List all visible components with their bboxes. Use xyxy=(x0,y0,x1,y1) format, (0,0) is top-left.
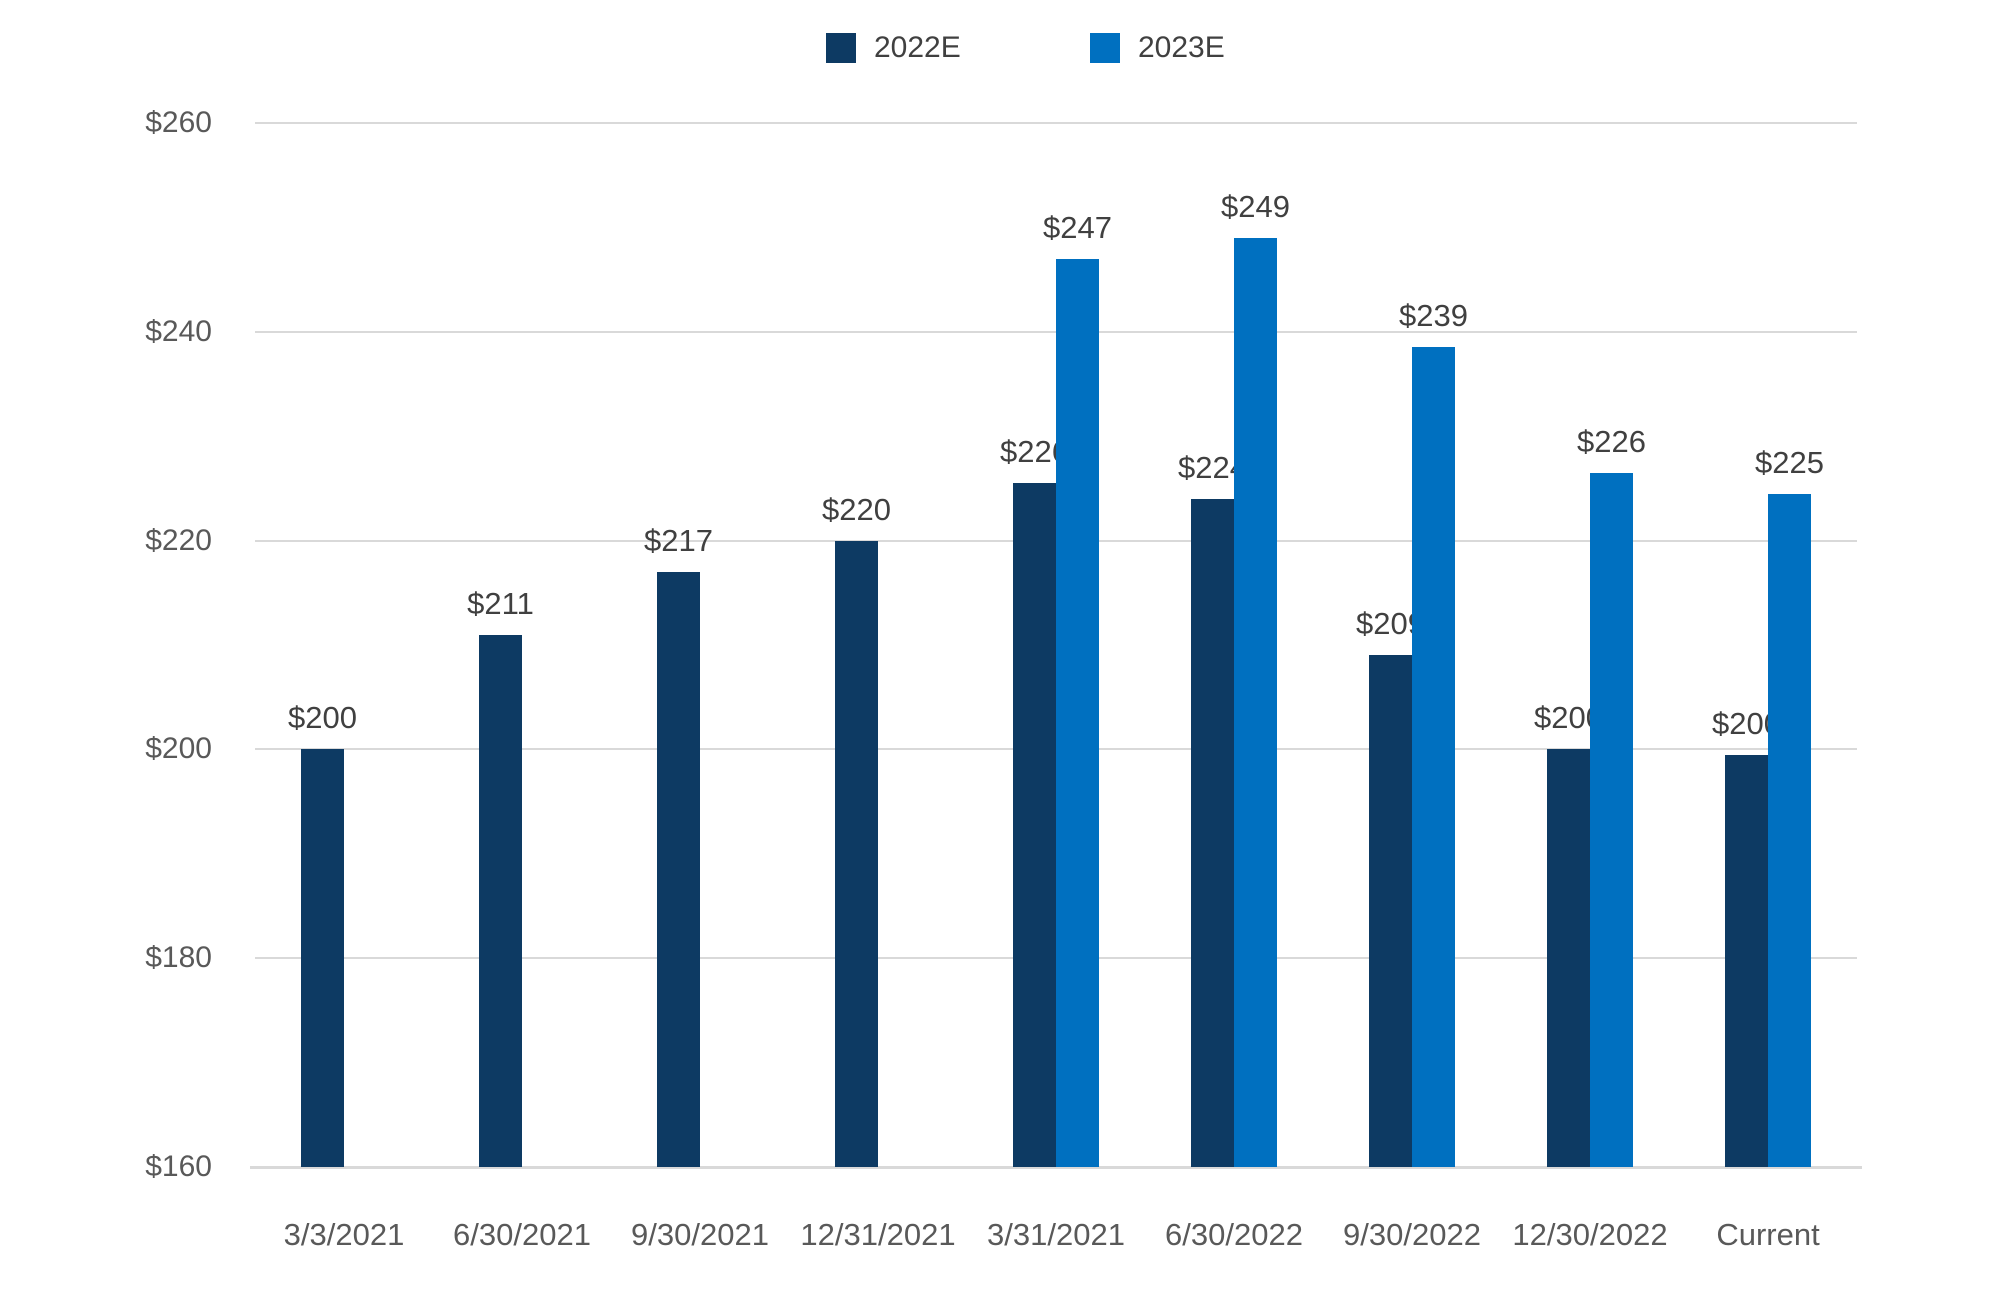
x-tick-label: 9/30/2021 xyxy=(631,1217,769,1252)
x-tick-label: 9/30/2022 xyxy=(1343,1217,1481,1252)
bar-2022e xyxy=(1191,498,1234,1167)
legend-swatch-2023e xyxy=(1090,33,1120,63)
bar-2022e xyxy=(835,540,878,1167)
bar-2022e xyxy=(301,749,344,1167)
bar-2022e xyxy=(1547,749,1590,1167)
bar-2022e xyxy=(479,634,522,1167)
x-tick-label: 3/3/2021 xyxy=(283,1217,405,1252)
legend-label-2022e: 2022E xyxy=(874,31,961,64)
bar-2022e xyxy=(1369,655,1412,1167)
y-tick-label: $180 xyxy=(145,941,212,975)
x-tick-label: 6/30/2022 xyxy=(1165,1217,1303,1252)
bar-2022e xyxy=(657,571,700,1167)
y-grid-line xyxy=(255,122,1857,124)
bar-2023e xyxy=(1234,237,1277,1167)
legend-label-2023e: 2023E xyxy=(1138,31,1225,64)
data-label-2022e: $211 xyxy=(467,585,534,621)
x-axis-line xyxy=(250,1166,1862,1169)
y-tick-label: $220 xyxy=(145,523,212,557)
data-label-2023e: $226 xyxy=(1577,423,1646,459)
legend-swatch-2022e xyxy=(826,33,856,63)
data-label-2022e: $217 xyxy=(644,522,713,558)
y-tick-label: $160 xyxy=(145,1150,212,1183)
data-label-2023e: $225 xyxy=(1755,444,1824,480)
x-tick-label: 3/31/2021 xyxy=(987,1217,1125,1252)
bar-2023e xyxy=(1590,472,1633,1167)
bar-2023e xyxy=(1412,347,1455,1167)
data-label-2023e: $249 xyxy=(1221,188,1290,224)
bar-2023e xyxy=(1056,258,1099,1167)
data-label-2022e: $200 xyxy=(288,700,357,736)
x-tick-label: 12/31/2021 xyxy=(800,1217,956,1252)
x-tick-label: Current xyxy=(1716,1217,1820,1252)
bar-2023e xyxy=(1768,493,1811,1167)
y-tick-label: $200 xyxy=(145,732,212,766)
y-tick-label: $240 xyxy=(145,314,212,348)
legend-item-2023e: 2023E xyxy=(1090,30,1225,66)
data-label-2023e: $247 xyxy=(1043,209,1112,245)
data-label-2023e: $239 xyxy=(1399,298,1468,334)
bar-2022e xyxy=(1013,483,1056,1167)
bar-2022e xyxy=(1725,754,1768,1167)
legend-item-2022e: 2022E xyxy=(826,30,961,66)
x-tick-label: 6/30/2021 xyxy=(453,1217,591,1252)
y-tick-label: $260 xyxy=(145,106,212,139)
x-tick-label: 12/30/2022 xyxy=(1512,1217,1668,1252)
data-label-2022e: $220 xyxy=(822,491,891,527)
